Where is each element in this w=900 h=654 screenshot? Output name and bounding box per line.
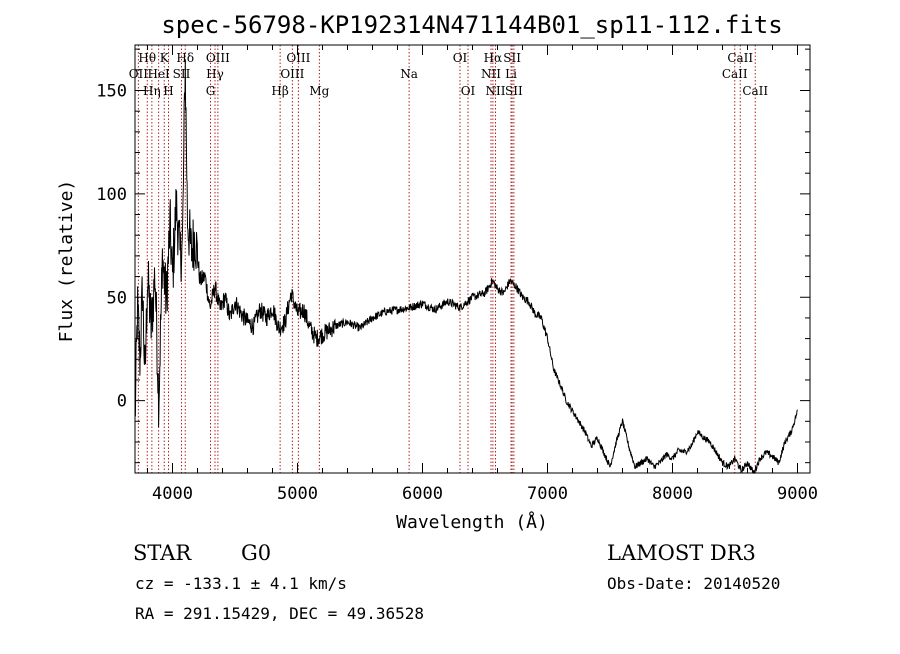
object-class: STAR (133, 541, 192, 565)
x-tick-label: 5000 (277, 484, 318, 504)
survey-name: LAMOST DR3 (607, 541, 756, 565)
spectral-line-markers (137, 45, 756, 473)
line-label-6: SII (173, 67, 191, 81)
line-label-15: Na (400, 67, 418, 81)
x-tick-label: 8000 (652, 484, 693, 504)
line-label-7: Hδ (176, 51, 194, 65)
line-label-21: SII (503, 51, 521, 65)
line-label-22: Li (505, 67, 517, 81)
redshift-velocity: cz = -133.1 ± 4.1 km/s (135, 574, 347, 593)
line-label-12: OIII (286, 51, 310, 65)
x-axis-label: Wavelength (Å) (396, 511, 548, 533)
line-label-23: SII (505, 84, 523, 98)
plot-frame (134, 44, 811, 474)
line-label-18: Hα (484, 51, 503, 65)
y-tick-label: 50 (107, 288, 127, 308)
line-label-3: HeI (147, 67, 170, 81)
line-label-19: NII (481, 67, 501, 81)
x-axis-ticks: 4000 5000 6000 7000 8000 9000 (147, 45, 818, 504)
line-label-16: OI (453, 51, 468, 65)
x-tick-label: 6000 (402, 484, 443, 504)
line-label-25: CaII (722, 67, 748, 81)
line-label-1: Hθ (138, 51, 156, 65)
observation-date: Obs-Date: 20140520 (607, 574, 780, 593)
spectrum-line (134, 59, 798, 475)
line-label-11: Hβ (271, 84, 288, 98)
x-tick-label: 7000 (527, 484, 568, 504)
line-label-8: OIII (206, 51, 230, 65)
ra-dec-coordinates: RA = 291.15429, DEC = 49.36528 (135, 604, 424, 623)
line-label-0: OII (129, 67, 149, 81)
line-label-4: K (160, 51, 170, 65)
line-label-2: Hη (143, 84, 161, 98)
line-label-26: CaII (742, 84, 768, 98)
x-tick-label: 9000 (777, 484, 818, 504)
object-subclass: G0 (241, 541, 271, 565)
y-tick-label: 150 (96, 81, 127, 101)
y-tick-label: 100 (96, 185, 127, 205)
line-label-9: Hγ (206, 67, 224, 81)
line-label-20: NII (486, 84, 506, 98)
y-axis-label: Flux (relative) (56, 180, 77, 343)
line-label-14: Mg (309, 84, 329, 98)
y-tick-label: 0 (117, 392, 127, 412)
line-label-5: H (163, 84, 173, 98)
line-label-24: CaII (727, 51, 753, 65)
line-label-10: G (206, 84, 216, 98)
line-label-13: OIII (280, 67, 304, 81)
chart-title: spec-56798-KP192314N471144B01_sp11-112.f… (161, 11, 782, 39)
line-label-17: OI (461, 84, 476, 98)
spectrum-series (134, 59, 798, 475)
y-axis-ticks: 0 50 100 150 (96, 48, 810, 464)
x-tick-label: 4000 (152, 484, 193, 504)
